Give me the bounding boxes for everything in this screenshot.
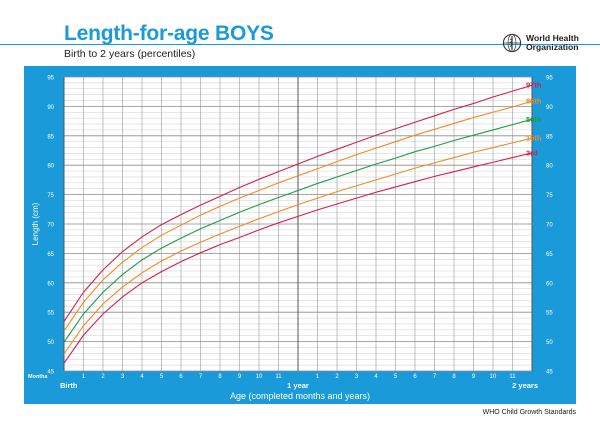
y-tick-label-left: 80 xyxy=(47,164,54,170)
y-tick-label-right: 45 xyxy=(546,370,553,376)
series-line-85th xyxy=(63,100,533,332)
x-tick-label: 10 xyxy=(490,374,497,380)
who-logo: World Health Organization xyxy=(502,33,579,53)
who-name-line1: World Health xyxy=(526,33,579,43)
x-tick-label: 3 xyxy=(121,374,125,380)
x-tick-label: 8 xyxy=(452,374,456,380)
x-tick-label: 2 xyxy=(335,374,339,380)
y-tick-label-left: 90 xyxy=(47,105,54,111)
x-tick-label: 7 xyxy=(199,374,203,380)
series-line-97th xyxy=(63,84,533,322)
x-tick-label: 7 xyxy=(433,374,437,380)
x-tick-label: 9 xyxy=(238,374,242,380)
x-tick-label: 4 xyxy=(140,374,144,380)
y-tick-label-left: 65 xyxy=(47,252,54,258)
who-name: World Health Organization xyxy=(526,34,579,52)
y-tick-label-left: 95 xyxy=(47,76,54,82)
x-tick-label: 1 xyxy=(82,374,86,380)
x-tick-label: 5 xyxy=(160,374,164,380)
x-tick-label: 4 xyxy=(374,374,378,380)
x-tick-label: 1 xyxy=(316,374,320,380)
y-tick-label-left: 60 xyxy=(47,281,54,287)
x-tick-label: 5 xyxy=(394,374,398,380)
series-label-15th: 15th xyxy=(526,134,542,143)
who-name-line2: Organization xyxy=(526,42,579,52)
x-tick-label: Birth xyxy=(60,381,78,390)
x-tick-label: 2 xyxy=(101,374,105,380)
series-label-97th: 97th xyxy=(526,81,542,90)
chart-subtitle: Birth to 2 years (percentiles) xyxy=(64,48,196,60)
y-tick-label-right: 70 xyxy=(546,223,553,229)
y-tick-label-right: 80 xyxy=(546,164,553,170)
x-tick-label: 1 year xyxy=(287,381,309,390)
series-line-3rd xyxy=(63,152,533,364)
x-tick-label: 9 xyxy=(472,374,476,380)
y-tick-label-right: 95 xyxy=(546,76,553,82)
x-tick-label: 6 xyxy=(413,374,417,380)
y-tick-label-left: 75 xyxy=(47,193,54,199)
y-tick-label-left: 55 xyxy=(47,311,54,317)
series-line-15th xyxy=(63,137,533,355)
x-tick-label: 6 xyxy=(179,374,183,380)
series-label-50th: 50th xyxy=(526,115,542,124)
y-tick-label-right: 55 xyxy=(546,311,553,317)
x-tick-label: 11 xyxy=(275,374,282,380)
y-tick-label-right: 60 xyxy=(546,281,553,287)
x-tick-label: 2 years xyxy=(512,381,538,390)
y-tick-label-left: 85 xyxy=(47,134,54,140)
series-line-50th xyxy=(63,118,533,343)
footer-source: WHO Child Growth Standards xyxy=(482,409,576,416)
y-axis-title: Length (cm) xyxy=(31,202,40,245)
months-label: Months xyxy=(28,374,48,380)
x-axis-title: Age (completed months and years) xyxy=(230,391,370,401)
series-label-3rd: 3rd xyxy=(526,148,538,157)
who-emblem-icon xyxy=(502,33,522,53)
y-tick-label-left: 45 xyxy=(47,370,54,376)
series-label-85th: 85th xyxy=(526,97,542,106)
title-rule xyxy=(0,44,600,45)
x-tick-label: 3 xyxy=(355,374,359,380)
y-tick-label-right: 90 xyxy=(546,105,553,111)
chart-title: Length-for-age BOYS xyxy=(64,22,274,45)
x-tick-label: 8 xyxy=(218,374,222,380)
y-tick-label-right: 85 xyxy=(546,134,553,140)
y-tick-label-right: 65 xyxy=(546,252,553,258)
y-tick-label-left: 70 xyxy=(47,223,54,229)
y-tick-label-right: 50 xyxy=(546,340,553,346)
x-tick-label: 11 xyxy=(509,374,516,380)
x-tick-label: 10 xyxy=(256,374,263,380)
y-tick-label-right: 75 xyxy=(546,193,553,199)
y-tick-label-left: 50 xyxy=(47,340,54,346)
